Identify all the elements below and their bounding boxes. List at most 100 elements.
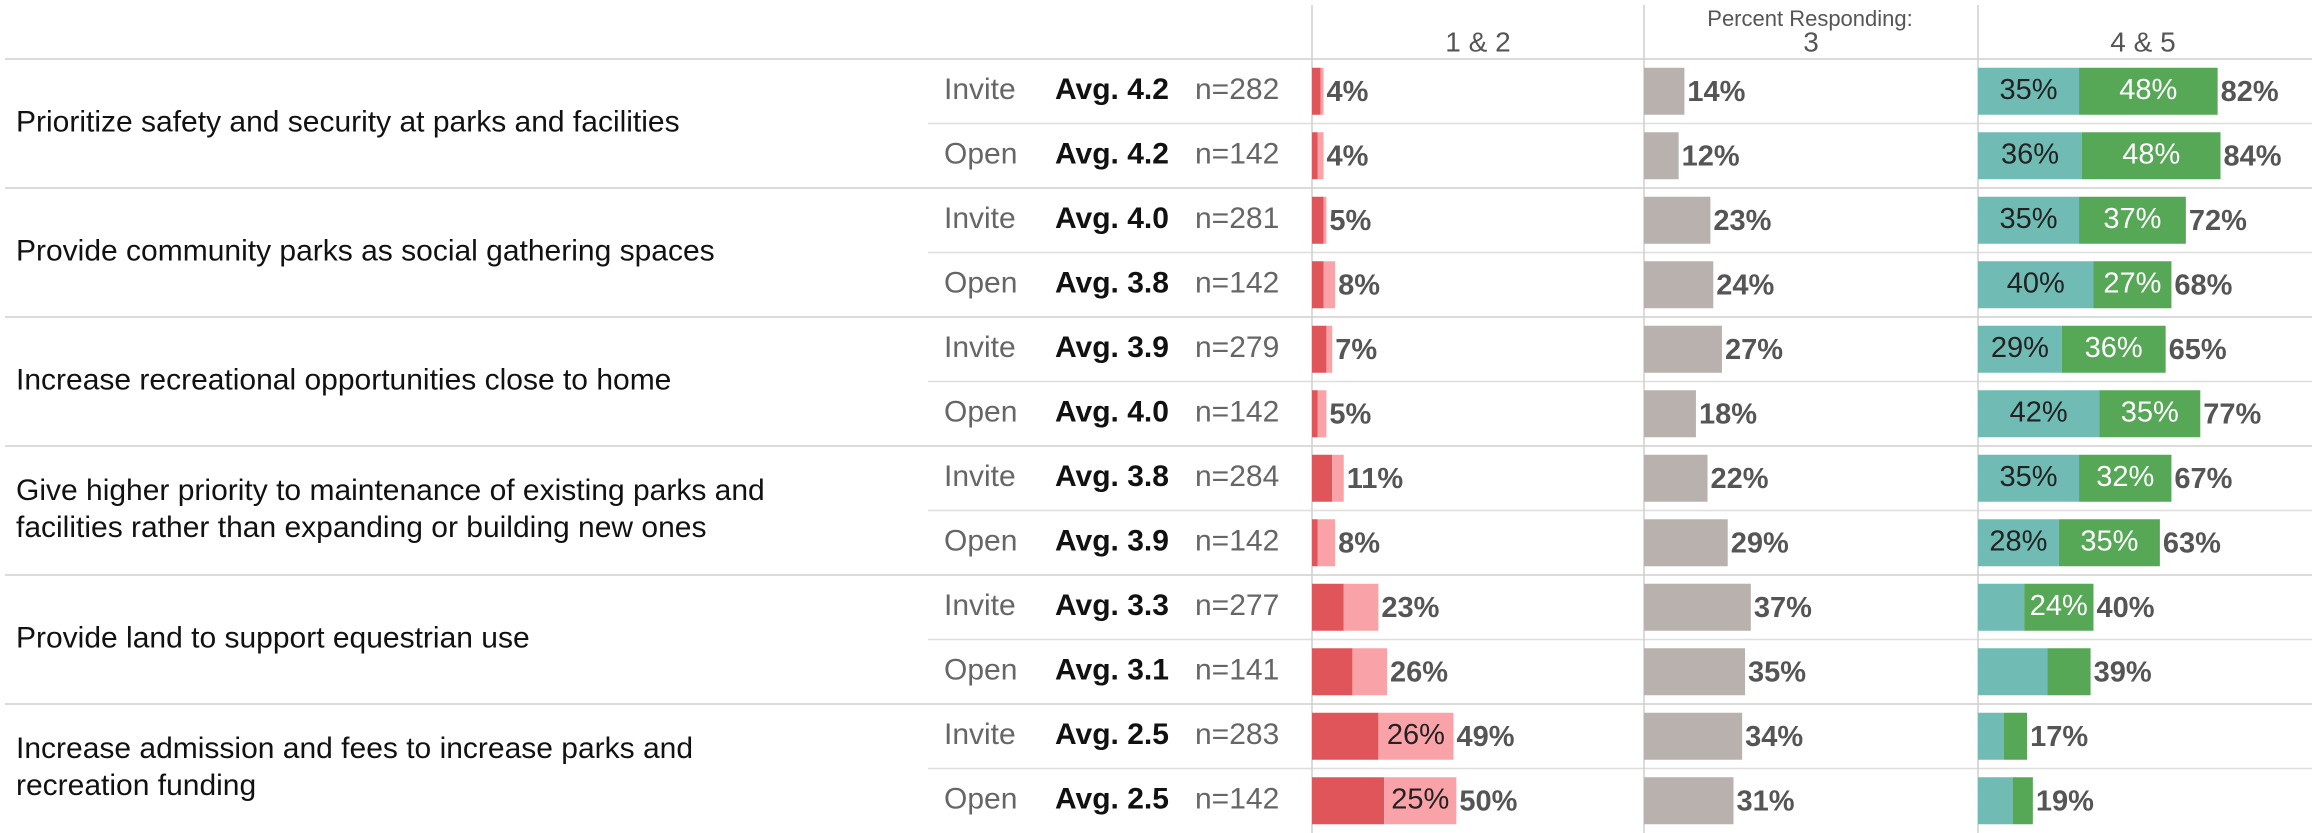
- total-label: 7%: [1335, 334, 1377, 366]
- total-label: 8%: [1338, 527, 1380, 559]
- bar-segment: [2079, 454, 2172, 502]
- avg-label: Avg. 2.5: [1055, 718, 1169, 751]
- bar-segment: [2012, 777, 2033, 825]
- bar-segment: [1312, 390, 1318, 438]
- total-label: 19%: [2036, 785, 2094, 817]
- total-label: 8%: [1338, 269, 1380, 301]
- n-label: n=142: [1195, 525, 1279, 558]
- bar-segment: [2058, 519, 2160, 567]
- value-label: 18%: [1699, 398, 1757, 430]
- bar-segment: [1312, 196, 1324, 244]
- bar-segment: [1317, 132, 1324, 180]
- avg-label: Avg. 3.9: [1055, 525, 1169, 558]
- avg-label: Avg. 3.1: [1055, 654, 1169, 687]
- group-label: Invite: [944, 460, 1016, 493]
- value-label: 26%: [1387, 719, 1445, 751]
- group-label: Open: [944, 783, 1017, 816]
- n-label: n=142: [1195, 138, 1279, 171]
- bar-segment: [1317, 390, 1327, 438]
- n-label: n=284: [1195, 460, 1279, 493]
- total-label: 40%: [2096, 592, 2154, 624]
- bar-segment: [1644, 67, 1685, 115]
- group-label: Open: [944, 654, 1017, 687]
- bar-segment: [1320, 67, 1324, 115]
- bar-segment: [1323, 196, 1327, 244]
- total-label: 65%: [2169, 334, 2227, 366]
- bar-segment: [1323, 261, 1336, 309]
- group-label: Invite: [944, 73, 1016, 106]
- group-label: Open: [944, 267, 1017, 300]
- bar-segment: [1384, 777, 1457, 825]
- item-label: Provide land to support equestrian use: [16, 621, 530, 654]
- bar-segment: [2093, 261, 2172, 309]
- total-label: 82%: [2221, 76, 2279, 108]
- bar-segment: [1326, 325, 1333, 373]
- item-label: Prioritize safety and security at parks …: [16, 105, 680, 138]
- bar-segment: [1312, 777, 1385, 825]
- value-label: 36%: [2001, 138, 2059, 170]
- bar-segment: [1978, 67, 2080, 115]
- value-label: 35%: [1999, 74, 2057, 106]
- avg-label: Avg. 3.8: [1055, 460, 1169, 493]
- bar-segment: [1644, 325, 1722, 373]
- group-label: Open: [944, 396, 1017, 429]
- value-label: 48%: [2122, 138, 2180, 170]
- total-label: 23%: [1381, 592, 1439, 624]
- value-label: 40%: [2007, 267, 2065, 299]
- bar-segment: [1644, 261, 1714, 309]
- n-label: n=283: [1195, 718, 1279, 751]
- total-label: 68%: [2174, 269, 2232, 301]
- group-label: Invite: [944, 718, 1016, 751]
- value-label: 37%: [1754, 592, 1812, 624]
- value-label: 28%: [1989, 525, 2047, 557]
- bar-segment: [2079, 67, 2218, 115]
- total-label: 77%: [2203, 398, 2261, 430]
- total-label: 26%: [1390, 656, 1448, 688]
- bar-segment: [1644, 712, 1743, 760]
- item-label: recreation funding: [16, 769, 256, 802]
- total-label: 17%: [2030, 721, 2088, 753]
- item-label: Provide community parks as social gather…: [16, 234, 715, 267]
- bar-segment: [2081, 132, 2221, 180]
- value-label: 37%: [2103, 203, 2161, 235]
- bar-segment: [1978, 325, 2062, 373]
- bar-segment: [1343, 583, 1379, 631]
- value-label: 23%: [1713, 205, 1771, 237]
- avg-label: Avg. 3.8: [1055, 267, 1169, 300]
- value-label: 25%: [1391, 783, 1449, 815]
- value-label: 35%: [2080, 525, 2138, 557]
- bar-segment: [1352, 648, 1388, 696]
- total-label: 11%: [1347, 463, 1404, 495]
- total-label: 84%: [2224, 140, 2282, 172]
- bar-segment: [1312, 583, 1344, 631]
- total-label: 50%: [1459, 785, 1517, 817]
- value-label: 34%: [1745, 721, 1803, 753]
- total-label: 39%: [2094, 656, 2152, 688]
- value-label: 36%: [2085, 332, 2143, 364]
- bar-segment: [1644, 777, 1734, 825]
- n-label: n=142: [1195, 783, 1279, 816]
- bar-segment: [1312, 648, 1353, 696]
- bar-segment: [1978, 196, 2080, 244]
- n-label: n=279: [1195, 331, 1279, 364]
- bar-segment: [1978, 454, 2080, 502]
- value-label: 29%: [1991, 332, 2049, 364]
- item-label: Increase recreational opportunities clos…: [16, 363, 671, 396]
- avg-label: Avg. 4.0: [1055, 202, 1169, 235]
- n-label: n=141: [1195, 654, 1279, 687]
- bar-segment: [2047, 648, 2091, 696]
- bar-segment: [1978, 390, 2100, 438]
- avg-label: Avg. 4.2: [1055, 138, 1169, 171]
- avg-label: Avg. 3.3: [1055, 589, 1169, 622]
- bar-segment: [1644, 132, 1679, 180]
- group-label: Open: [944, 138, 1017, 171]
- total-label: 63%: [2163, 527, 2221, 559]
- bar-segment: [1644, 648, 1746, 696]
- value-label: 31%: [1736, 785, 1794, 817]
- value-label: 22%: [1711, 463, 1769, 495]
- item-label: facilities rather than expanding or buil…: [16, 511, 706, 544]
- total-label: 5%: [1329, 398, 1371, 430]
- bar-segment: [1978, 261, 2094, 309]
- n-label: n=142: [1195, 267, 1279, 300]
